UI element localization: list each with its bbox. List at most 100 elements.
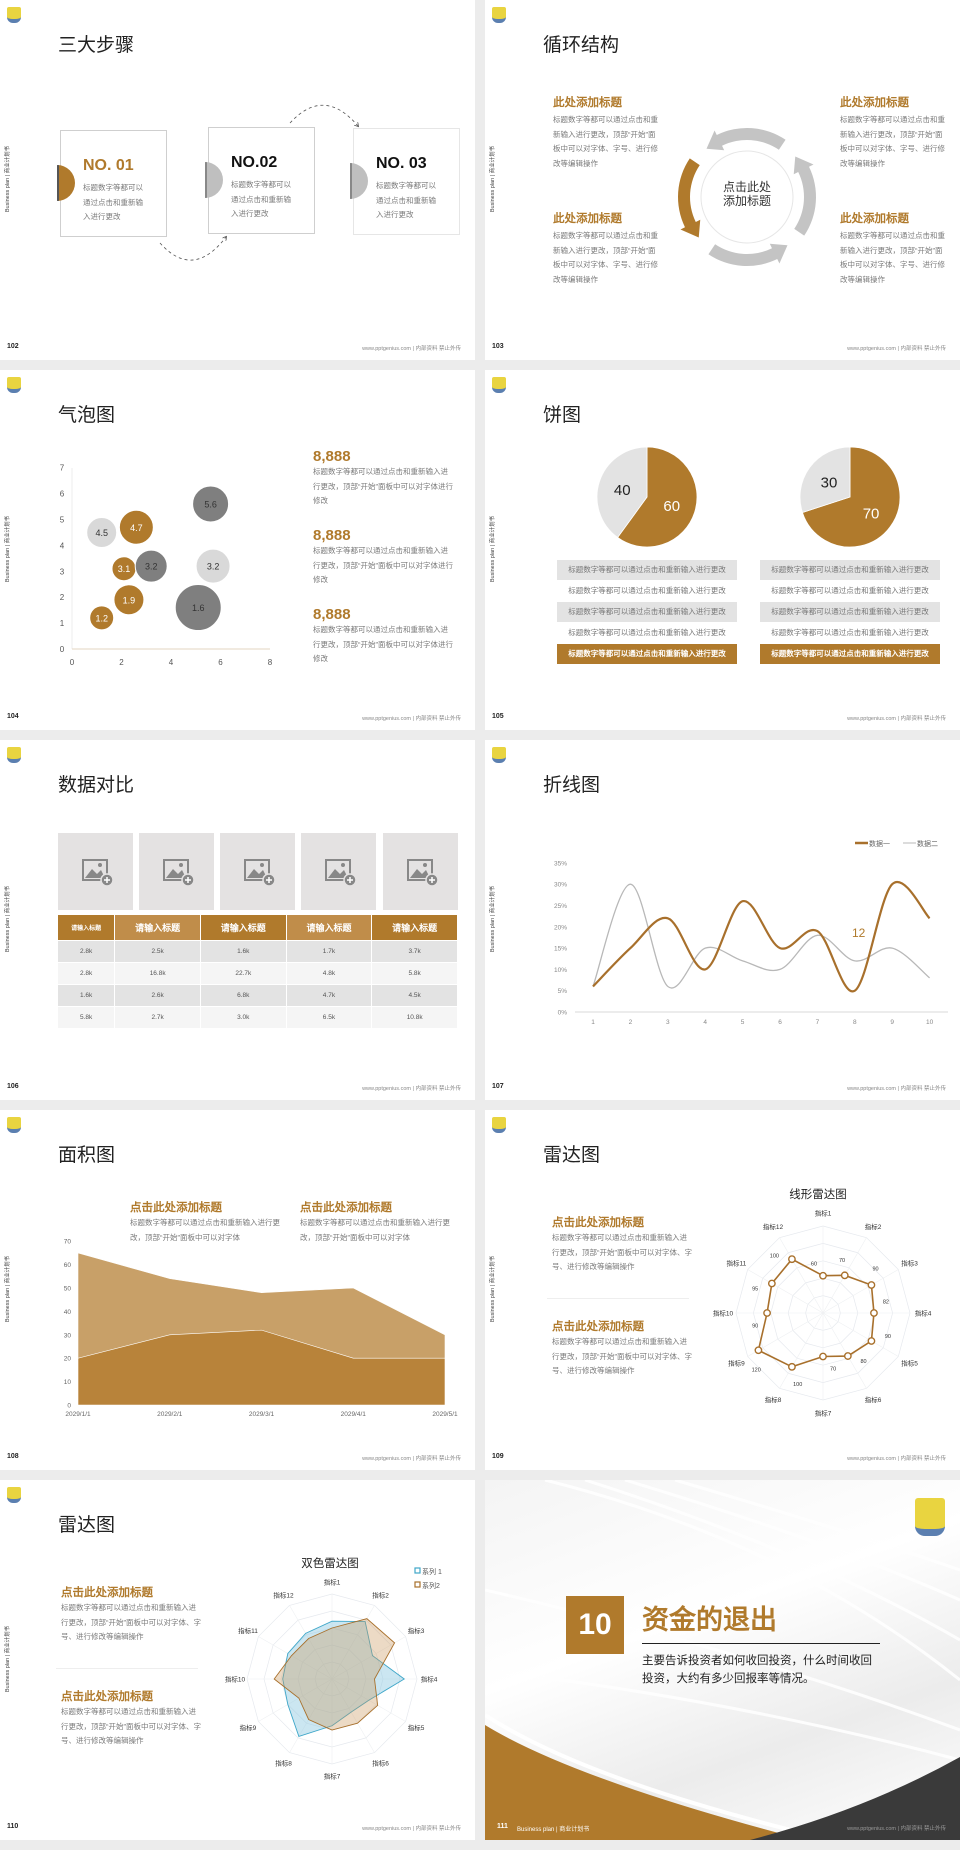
y-tick-label: 6 xyxy=(60,490,65,499)
radar-axis-label: 指标10 xyxy=(713,1309,734,1318)
table-row: 5.8k 2.7k 3.0k 6.5k 10.8k xyxy=(58,1006,458,1029)
half-circle-marker xyxy=(350,163,368,199)
radar-value-label: 90 xyxy=(872,1266,878,1272)
radar-point xyxy=(819,1352,827,1361)
step-text: 标题数字等都可以通过点击和重新输入进行更改 xyxy=(231,180,291,218)
text-block-top-left: 此处添加标题 标题数字等都可以通过点击和重新输入进行更改，顶部“开始”面板中可以… xyxy=(553,94,658,171)
radar-value-label: 70 xyxy=(839,1258,845,1264)
description-row: 标题数字等都可以通过点击和重新输入进行更改 xyxy=(760,602,940,622)
block-text: 标题数字等都可以通过点击和重新输入进行更改，顶部“开始”面板中可以对字体、字号、… xyxy=(61,1603,201,1641)
page-number: 110 xyxy=(7,1823,19,1830)
stat-text: 标题数字等都可以通过点击和重新输入进行更改，顶部“开始”面板中可以对字体进行修改 xyxy=(313,467,453,505)
center-circle xyxy=(700,150,794,244)
slide-title: 三大步骤 xyxy=(58,35,135,56)
radar-spoke xyxy=(822,1312,867,1389)
x-tick-label: 4 xyxy=(169,658,174,667)
x-tick-label: 3 xyxy=(666,1019,670,1026)
column-header: 请输入标题 xyxy=(200,915,287,941)
description-row: 标题数字等都可以通过点击和重新输入进行更改 xyxy=(760,581,940,601)
radar-axis-label: 指标4 xyxy=(421,1675,438,1684)
y-tick-label: 50 xyxy=(64,1286,72,1293)
radar-point xyxy=(788,1255,796,1264)
page-number: 102 xyxy=(7,343,19,350)
text-block: 点击此处添加标题 标题数字等都可以通过点击和重新输入进行更改，顶部“开始”面板中… xyxy=(300,1199,455,1245)
table-cell: 3.0k xyxy=(200,1006,287,1029)
dark-wave xyxy=(750,1757,960,1840)
description-row: 标题数字等都可以通过点击和重新输入进行更改 xyxy=(557,581,737,601)
school-crest-logo xyxy=(492,377,506,393)
y-tick-label: 35% xyxy=(554,860,567,867)
table-cell: 2.7k xyxy=(114,1006,201,1029)
step-number: NO. 01 xyxy=(83,157,134,174)
pie-label: 60 xyxy=(663,498,680,515)
x-tick-label: 8 xyxy=(853,1019,857,1026)
table-row: 2.8k 2.5k 1.6k 1.7k 3.7k xyxy=(58,940,458,963)
radar-value-label: 82 xyxy=(883,1300,889,1306)
x-tick-label: 6 xyxy=(778,1019,782,1026)
table-cell: 2.8k xyxy=(58,940,116,963)
y-tick-label: 30 xyxy=(64,1332,72,1339)
table-cell: 1.7k xyxy=(286,940,373,963)
table-cell: 4.5k xyxy=(371,984,458,1007)
radar-value-label: 120 xyxy=(752,1368,761,1374)
block-text: 标题数字等都可以通过点击和重新输入进行更改，顶部“开始”面板中可以对字体、字号、… xyxy=(840,115,945,168)
stat-text: 标题数字等都可以通过点击和重新输入进行更改，顶部“开始”面板中可以对字体进行修改 xyxy=(313,546,453,584)
stat-text: 标题数字等都可以通过点击和重新输入进行更改，顶部“开始”面板中可以对字体进行修改 xyxy=(313,625,453,663)
divider xyxy=(547,1298,689,1299)
description-row: 标题数字等都可以通过点击和重新输入进行更改 xyxy=(557,560,737,580)
line-series-2 xyxy=(592,883,931,989)
step-text: 标题数字等都可以通过点击和重新输入进行更改 xyxy=(376,181,436,219)
footer-text: www.pptgenius.com | 内部资料 禁止外传 xyxy=(847,1086,946,1092)
radar-axis-label: 指标1 xyxy=(815,1209,832,1218)
school-crest-logo xyxy=(492,7,506,23)
column-header: 请输入标题 xyxy=(371,915,458,941)
center-label-line: 添加标题 xyxy=(722,194,771,208)
x-tick-label: 2 xyxy=(629,1019,633,1026)
radar-value-label: 90 xyxy=(885,1334,891,1340)
y-tick-label: 3 xyxy=(60,567,65,576)
footer-text: www.pptgenius.com | 内部资料 禁止外传 xyxy=(847,346,946,352)
step-card-2: NO.02 标题数字等都可以通过点击和重新输入进行更改 xyxy=(205,127,315,234)
section-description: 主要告诉投资者如何收回投资，什么时间收回投资，大约有多少回报率等情况。 xyxy=(642,1655,872,1685)
table-cell: 4.8k xyxy=(286,962,373,985)
slide-109: Business plan | 商业计划书 雷达图 线形雷达图 指标1 指标2 指标3… xyxy=(485,1110,960,1470)
cycle-diagram xyxy=(678,128,816,266)
y-tick-label: 1 xyxy=(60,619,65,628)
radar-axis-label: 指标7 xyxy=(324,1772,341,1781)
radar-axis-label: 指标5 xyxy=(408,1723,425,1732)
text-block-top-right: 此处添加标题 标题数字等都可以通过点击和重新输入进行更改，顶部“开始”面板中可以… xyxy=(840,94,945,171)
legend-label: 数据二 xyxy=(917,839,938,848)
bubble-label: 4.7 xyxy=(130,523,143,533)
radar-axis-label: 指标5 xyxy=(901,1359,918,1368)
radar-spoke xyxy=(258,1636,333,1680)
radar-value-label: 90 xyxy=(752,1323,758,1329)
table-cell: 3.7k xyxy=(371,940,458,963)
page-number: 111 xyxy=(497,1823,508,1830)
image-add-icon xyxy=(325,859,357,887)
radar-spoke xyxy=(779,1312,824,1389)
radar-axis-label: 指标12 xyxy=(273,1590,294,1599)
text-block: 点击此处添加标题 标题数字等都可以通过点击和重新输入进行更改，顶部“开始”面板中… xyxy=(130,1199,285,1245)
stat-block: 8,888 标题数字等都可以通过点击和重新输入进行更改，顶部“开始”面板中可以对… xyxy=(313,527,453,588)
block-text: 标题数字等都可以通过点击和重新输入进行更改，顶部“开始”面板中可以对字体 xyxy=(300,1218,450,1242)
bubble-label: 3.2 xyxy=(207,562,220,572)
block-title: 点击此处添加标题 xyxy=(552,1217,644,1229)
comparison-table: 请输入标题 请输入标题 请输入标题 请输入标题 请输入标题 2.8k 2.5k 1.… xyxy=(58,915,458,1029)
school-crest-logo xyxy=(7,7,21,23)
block-title: 点击此处添加标题 xyxy=(552,1321,644,1333)
column-header: 请输入标题 xyxy=(58,915,116,941)
radar-axis-label: 指标3 xyxy=(901,1259,918,1268)
section-number: 10 xyxy=(566,1596,624,1654)
table-cell: 10.8k xyxy=(371,1006,458,1029)
white-wave xyxy=(485,1713,816,1838)
description-row: 标题数字等都可以通过点击和重新输入进行更改 xyxy=(557,644,737,664)
table-cell: 1.6k xyxy=(58,984,116,1007)
school-crest-logo xyxy=(492,1117,506,1133)
text-block: 点击此处添加标题 标题数字等都可以通过点击和重新输入进行更改，顶部“开始”面板中… xyxy=(61,1584,201,1645)
radar-axis-label: 指标1 xyxy=(324,1578,341,1587)
y-tick-label: 10 xyxy=(64,1379,72,1386)
y-tick-label: 70 xyxy=(64,1239,72,1246)
footer-text: www.pptgenius.com | 内部资料 禁止外传 xyxy=(362,1086,461,1092)
table-cell: 1.6k xyxy=(200,940,287,963)
